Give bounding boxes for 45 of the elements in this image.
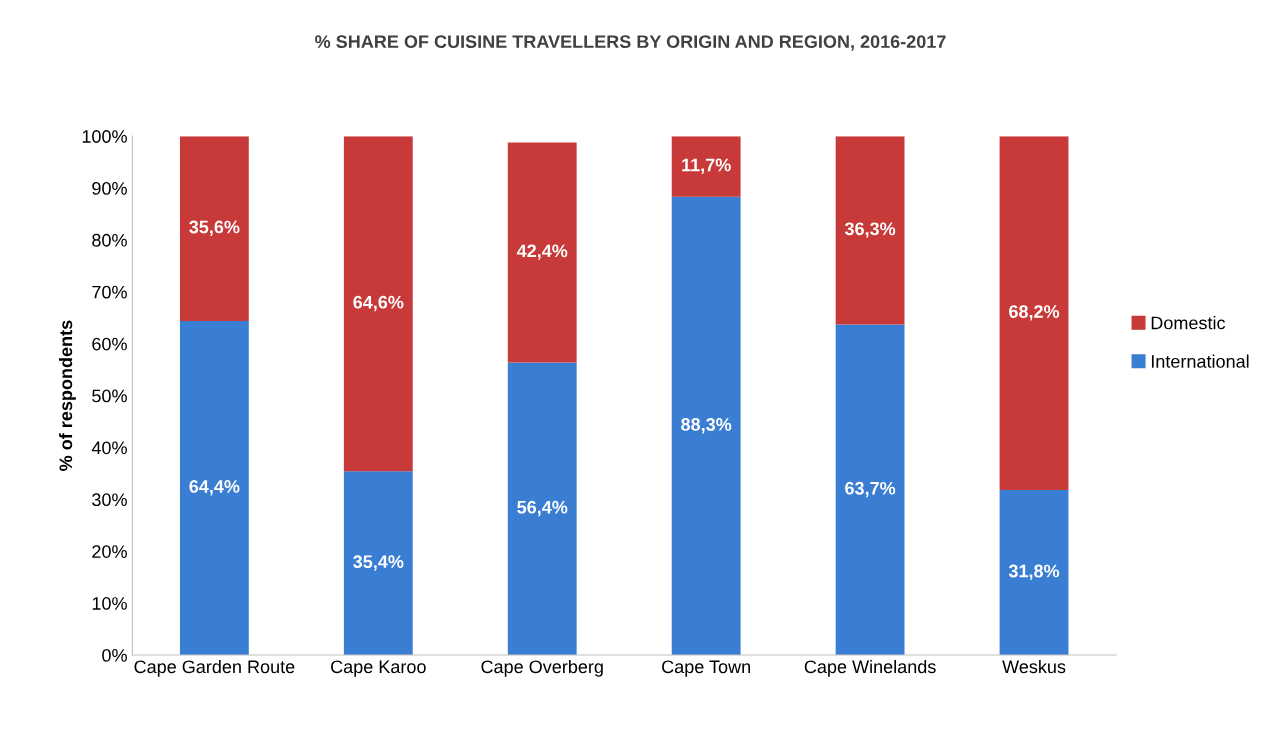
bar xyxy=(179,320,249,656)
y-tick-label: 100% xyxy=(82,130,127,143)
legend-label: Domestic xyxy=(1151,316,1226,330)
data-label: 64,4% xyxy=(189,480,240,496)
bar xyxy=(343,471,413,656)
data-label: 64,6% xyxy=(353,295,404,312)
y-tick-label: 40% xyxy=(91,441,127,455)
data-label: 63,7% xyxy=(845,481,896,498)
x-tick-label: Cape Winelands xyxy=(804,659,936,677)
data-label: 68,2% xyxy=(1009,305,1060,321)
x-tick-label: Cape Town xyxy=(662,660,750,677)
data-label: 56,4% xyxy=(517,500,568,517)
bar xyxy=(999,136,1069,491)
y-tick-label: 80% xyxy=(92,233,127,247)
bar xyxy=(671,136,741,197)
bar xyxy=(343,136,413,472)
data-label: 88,3% xyxy=(681,418,732,434)
bar xyxy=(671,196,741,656)
y-tick-label: 90% xyxy=(92,181,127,195)
x-tick-label: Cape Overberg xyxy=(481,659,603,677)
data-label: 31,8% xyxy=(1008,564,1060,580)
data-label: 11,7% xyxy=(682,158,731,174)
data-label: 42,4% xyxy=(516,244,568,260)
bar xyxy=(507,142,577,363)
y-tick-label: 0% xyxy=(102,648,127,662)
y-axis-title: % of respondents xyxy=(58,320,76,471)
y-tick-label: 10% xyxy=(92,597,127,610)
bar xyxy=(835,324,905,656)
y-tick-label: 70% xyxy=(92,285,127,299)
y-tick-label: 30% xyxy=(92,493,127,507)
y-tick-label: 60% xyxy=(92,337,127,351)
y-tick-label: 50% xyxy=(92,389,127,403)
bar xyxy=(507,362,577,656)
x-tick-label: Cape Karoo xyxy=(331,660,426,677)
bar xyxy=(179,136,249,321)
data-label: 35,6% xyxy=(189,220,240,236)
data-label: 36,3% xyxy=(844,222,896,238)
data-label: 35,4% xyxy=(353,555,404,571)
legend-label: International xyxy=(1151,354,1249,368)
y-tick-label: 20% xyxy=(92,545,127,558)
bar xyxy=(835,136,905,325)
x-tick-label: Weskus xyxy=(1002,659,1066,674)
bar xyxy=(999,490,1069,656)
chart-title: % SHARE OF CUISINE TRAVELLERS BY ORIGIN AND REGION, 2016-2017 xyxy=(315,35,946,51)
x-tick-label: Cape Garden Route xyxy=(134,659,295,677)
